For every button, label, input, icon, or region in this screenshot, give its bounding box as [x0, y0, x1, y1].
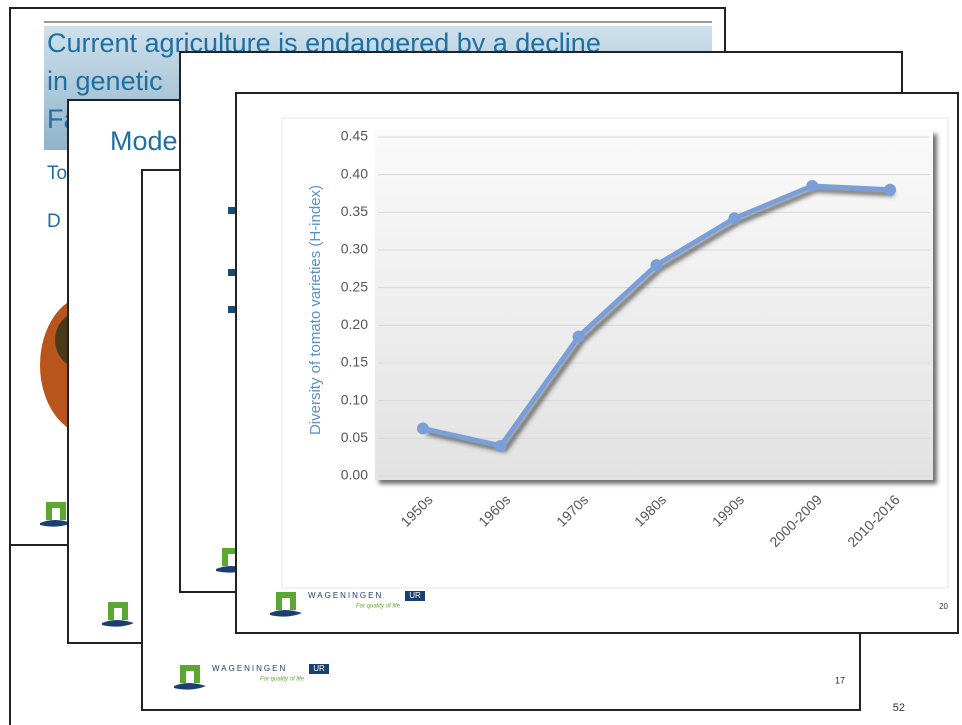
y-tick-label: 0.20 — [341, 316, 368, 332]
slide-title: Mode — [110, 126, 178, 156]
logo-icon — [276, 592, 296, 610]
data-point — [650, 259, 663, 272]
y-tick-label: 0.25 — [341, 278, 368, 294]
logo-name: WAGENINGEN — [308, 591, 383, 600]
y-tick-label: 0.40 — [341, 165, 368, 181]
logo-tagline: For quality of life — [260, 677, 305, 683]
plot-area — [375, 130, 933, 480]
logo-icon — [46, 502, 66, 520]
data-point — [416, 422, 429, 435]
data-point — [728, 212, 741, 225]
page-number: 17 — [835, 675, 845, 685]
logo-badge-text: UR — [409, 591, 421, 600]
page-number: 20 — [939, 602, 948, 611]
data-point — [806, 179, 819, 192]
data-point — [572, 330, 585, 343]
slide-text: To — [47, 163, 67, 184]
logo-wave — [174, 683, 206, 690]
logo-wave — [102, 620, 134, 627]
bullet — [228, 207, 235, 214]
logo-wave — [270, 610, 302, 617]
y-tick-label: 0.15 — [341, 354, 368, 370]
logo-name: WAGENINGEN — [212, 664, 287, 673]
logo: WAGENINGEN UR For quality of life — [174, 664, 329, 690]
logo-icon — [108, 602, 128, 620]
bullet — [228, 306, 235, 313]
page-number: 52 — [893, 702, 905, 714]
slide-title: in genetic — [47, 66, 163, 96]
y-tick-label: 0.05 — [341, 429, 368, 445]
logo-badge — [405, 591, 425, 601]
y-tick-label: 0.45 — [341, 128, 368, 144]
y-tick-label: 0.00 — [341, 467, 368, 483]
logo-badge — [309, 664, 329, 674]
slide-text: D — [47, 211, 61, 232]
logo-wave — [40, 520, 72, 527]
data-point — [884, 183, 897, 196]
y-tick-label: 0.10 — [341, 391, 368, 407]
y-tick-label: 0.35 — [341, 203, 368, 219]
logo: WAGENINGEN UR For quality of life — [270, 591, 425, 617]
logo — [102, 602, 134, 627]
logo-icon — [180, 665, 200, 683]
logo — [40, 502, 72, 527]
logo-badge-text: UR — [313, 664, 325, 673]
data-point — [494, 439, 507, 452]
logo-tagline: For quality of life — [356, 604, 401, 610]
y-tick-label: 0.30 — [341, 241, 368, 257]
y-axis-label: Diversity of tomato varieties (H-index) — [307, 185, 324, 435]
bullet — [228, 269, 235, 276]
